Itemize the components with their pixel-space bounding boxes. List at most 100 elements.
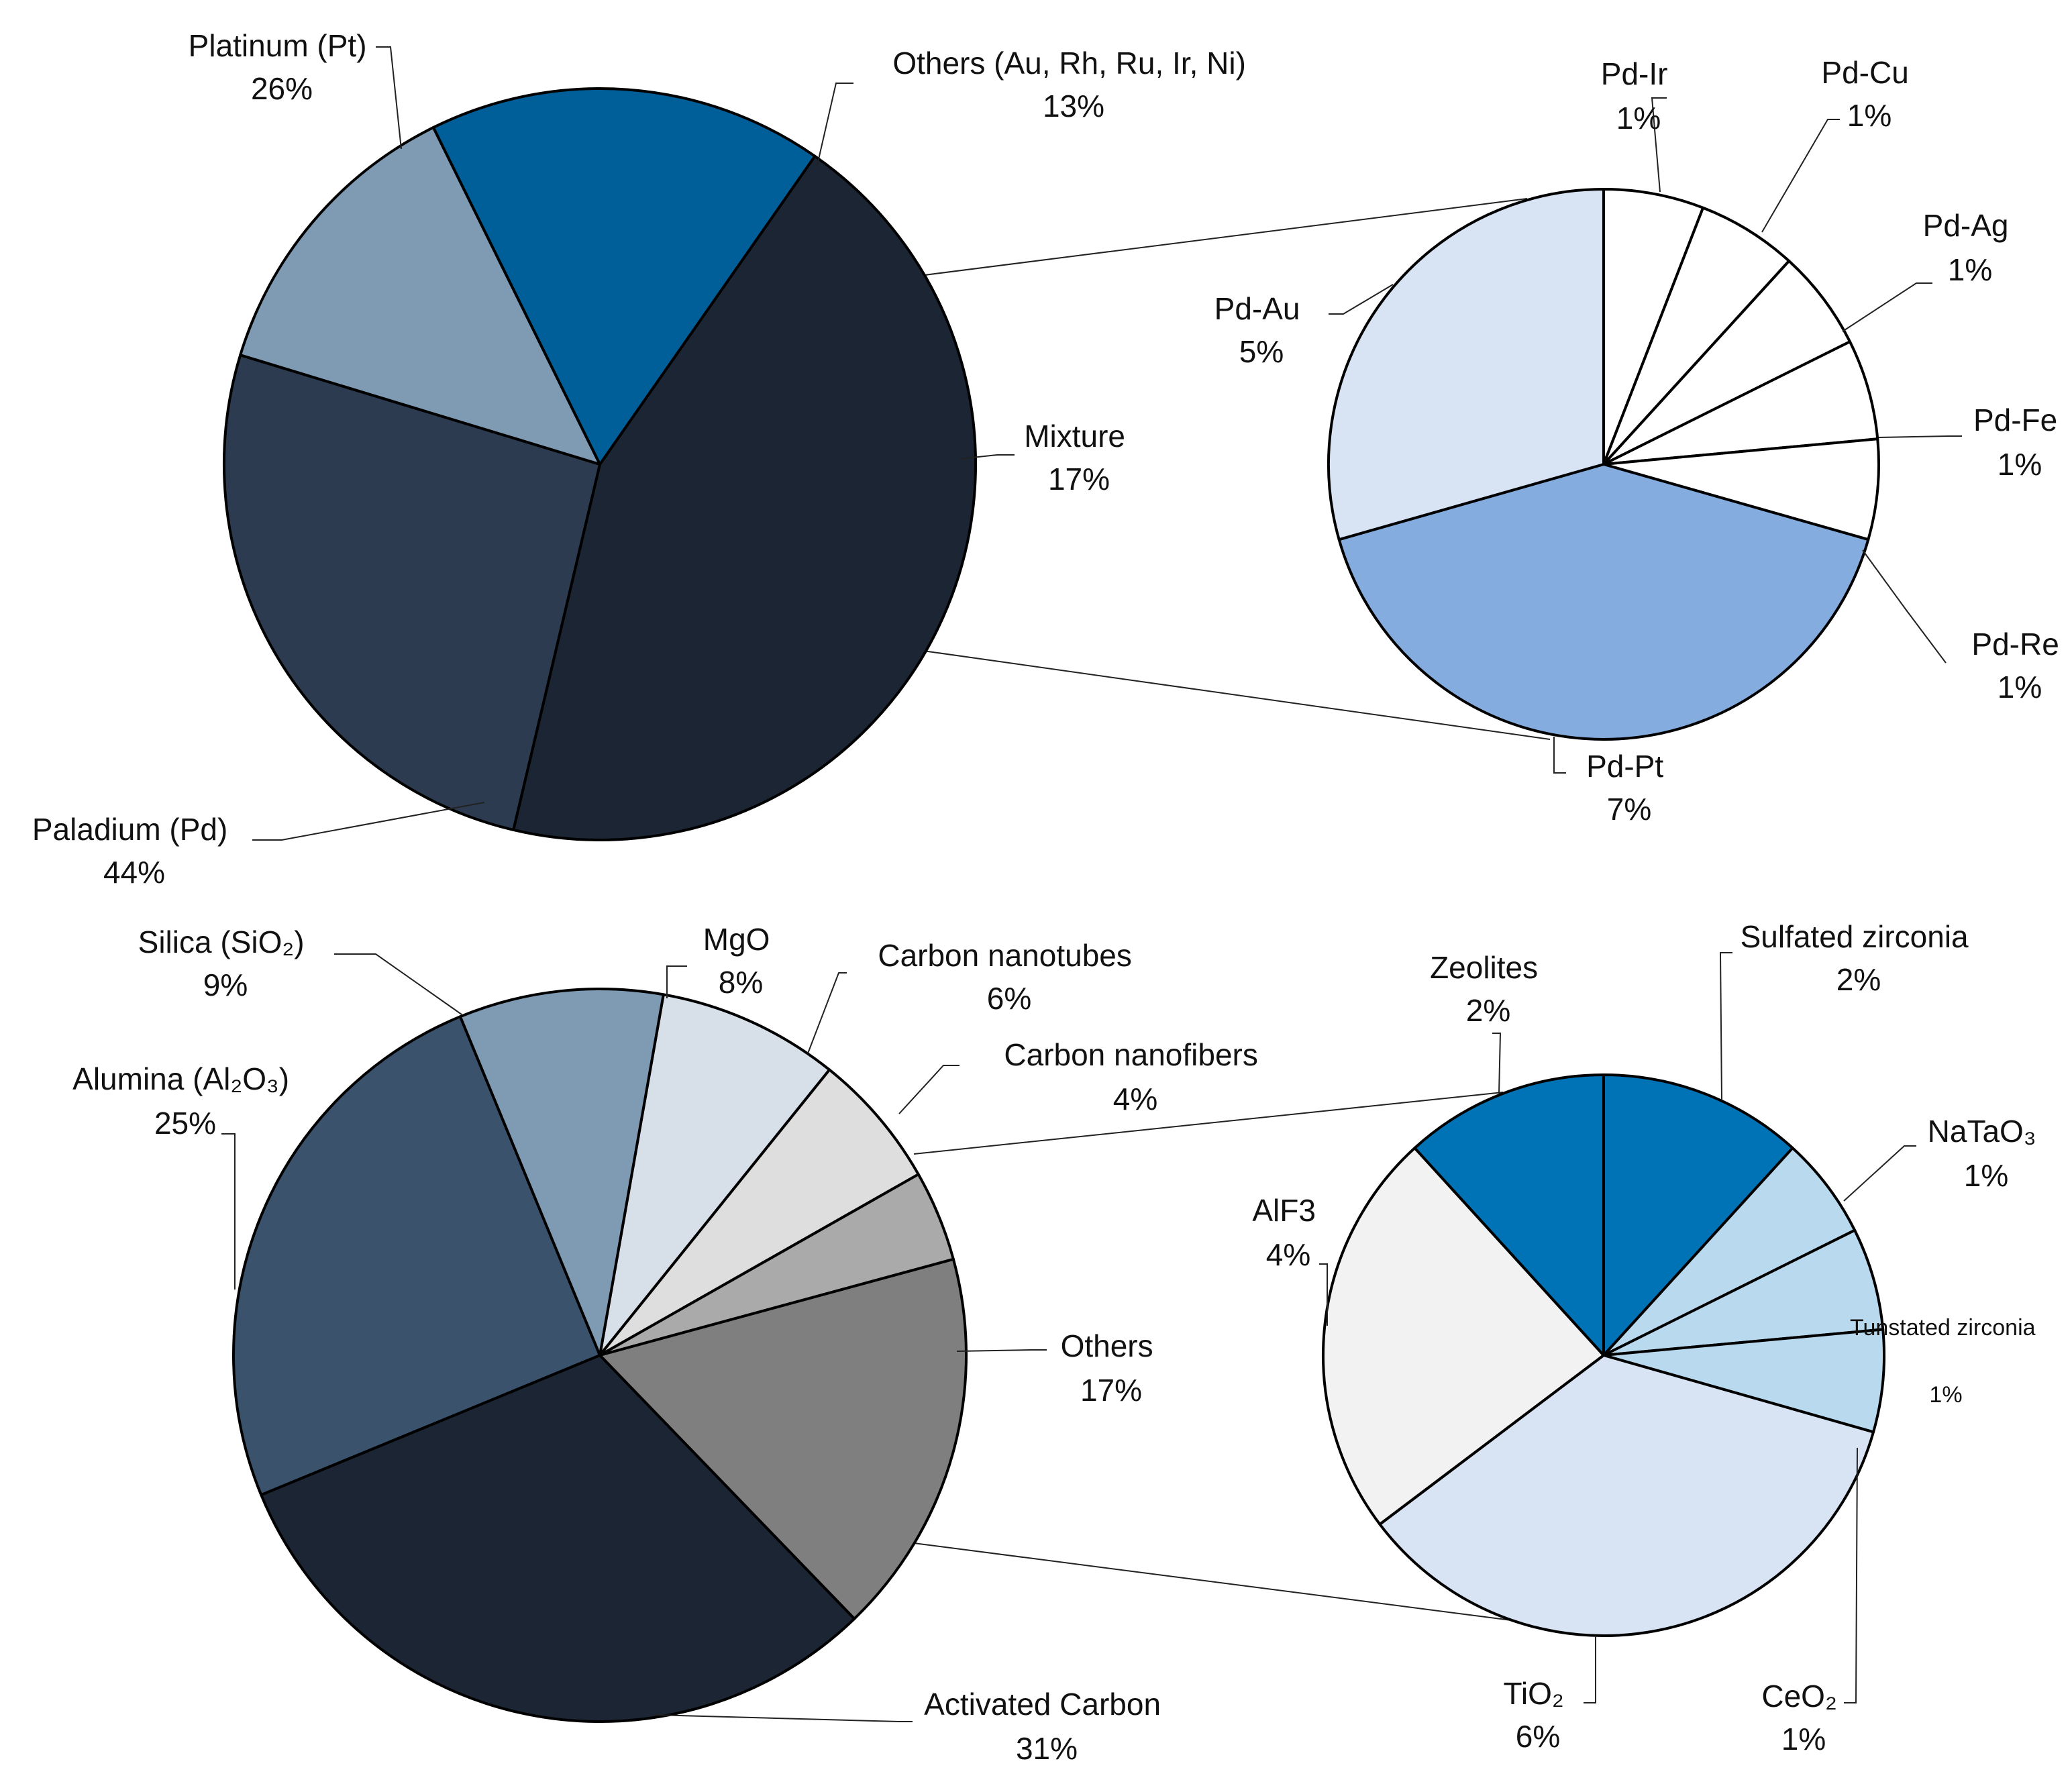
leader-line	[898, 1065, 960, 1114]
slice-metals-mixture	[431, 87, 817, 466]
label-platinum: Platinum (Pt) 26%	[189, 28, 376, 106]
label-sulfated-zirconia-name: Sulfated zirconia	[1741, 919, 1969, 954]
label-pd-re-value: 1%	[1998, 670, 2042, 704]
label-silica-name: Silica (SiO₂)	[138, 925, 305, 959]
label-alf3-name: AlF3	[1252, 1193, 1316, 1228]
pie-supports	[232, 987, 968, 1723]
leader-line	[807, 972, 847, 1054]
label-ceo2-name: CeO₂	[1761, 1679, 1836, 1714]
pie-mixtures	[1327, 188, 1880, 741]
label-pd-fe: Pd-Fe 1%	[1973, 403, 2066, 482]
leader-line	[666, 965, 687, 998]
leader-line	[1329, 284, 1394, 315]
label-carbon-nanofibers-name: Carbon nanofibers	[1004, 1037, 1257, 1072]
label-pd-ag: Pd-Ag 1%	[1923, 208, 2018, 287]
label-carbon-nanofibers: Carbon nanofibers 4%	[1004, 1037, 1266, 1116]
connector-lines	[913, 198, 1551, 1622]
label-silica: Silica (SiO₂) 9%	[138, 925, 313, 1002]
label-tunstated-zirconia-value: 1%	[1929, 1382, 1962, 1408]
leader-line	[376, 46, 402, 150]
leader-line	[221, 1133, 236, 1290]
label-carbon-nanofibers-value: 4%	[1113, 1082, 1157, 1116]
leader-line	[1553, 737, 1566, 774]
label-pd-au-name: Pd-Au	[1214, 291, 1300, 326]
slice-other-supports-natao	[1602, 1147, 1857, 1357]
label-activated-carbon: Activated Carbon 31%	[924, 1687, 1170, 1766]
label-pd-pt: Pd-Pt 7%	[1586, 749, 1672, 827]
leader-line	[334, 953, 462, 1015]
leader-line	[817, 83, 853, 166]
connector-line	[913, 1542, 1517, 1622]
label-alumina: Alumina (Al₂O₃) 25%	[72, 1061, 298, 1141]
leader-line	[1492, 1033, 1502, 1094]
slice-mixtures-pd-au	[1327, 188, 1605, 541]
slice-other-supports-alf3	[1322, 1147, 1605, 1526]
slice-mixtures-pd-cu	[1602, 206, 1791, 466]
label-pd-pt-name: Pd-Pt	[1586, 749, 1663, 784]
label-others-metals-value: 13%	[1043, 89, 1104, 123]
leader-line	[1843, 1145, 1916, 1202]
label-paladium-value: 44%	[103, 855, 165, 890]
label-silica-value: 9%	[203, 967, 248, 1002]
label-mgo-name: MgO	[703, 922, 770, 957]
label-platinum-value: 26%	[251, 71, 313, 106]
label-carbon-nanotubes-value: 6%	[987, 981, 1031, 1016]
label-zeolites: Zeolites 2%	[1430, 950, 1547, 1028]
label-sulfated-zirconia: Sulfated zirconia 2%	[1741, 919, 1977, 997]
connector-line	[913, 649, 1551, 740]
leader-line	[1878, 435, 1962, 438]
leader-line	[1319, 1263, 1328, 1326]
label-activated-carbon-value: 31%	[1016, 1731, 1078, 1766]
slice-supports-activated-carbon	[260, 1354, 856, 1723]
slice-supports-mgo	[599, 993, 831, 1357]
slice-metals-platinum-pt	[223, 354, 601, 831]
labels-mixtures: Pd-Ir 1% Pd-Cu 1% Pd-Ag 1% Pd-Fe 1% Pd-R…	[1214, 55, 2067, 827]
label-others-supports-name: Others	[1061, 1328, 1153, 1363]
leader-line	[956, 1349, 1047, 1352]
label-pd-cu: Pd-Cu 1%	[1821, 55, 1917, 133]
slice-other-supports-sulfated-zirconia	[1602, 1073, 1794, 1357]
leader-line	[1761, 119, 1840, 233]
label-pd-ag-name: Pd-Ag	[1923, 208, 2009, 243]
slice-mixtures-pd-ag	[1602, 260, 1852, 466]
slice-mixtures-pd-fe	[1602, 340, 1879, 466]
label-zeolites-value: 2%	[1466, 993, 1510, 1028]
label-alf3: AlF3 4%	[1252, 1193, 1324, 1272]
label-others-supports-value: 17%	[1080, 1373, 1142, 1408]
label-pd-ir-name: Pd-Ir	[1601, 56, 1668, 91]
leader-line	[1584, 1636, 1596, 1703]
label-alumina-name: Alumina (Al₂O₃)	[72, 1061, 289, 1096]
label-pd-ag-value: 1%	[1948, 252, 1992, 287]
slice-supports-silica-sio	[458, 987, 665, 1357]
leader-line	[252, 802, 485, 841]
label-tio2-value: 6%	[1516, 1719, 1560, 1754]
label-tio2-name: TiO₂	[1503, 1676, 1563, 1711]
slice-mixtures-pd-pt	[1337, 463, 1870, 741]
label-pd-cu-name: Pd-Cu	[1821, 55, 1908, 90]
slice-other-supports-tunstated-zirconia	[1602, 1228, 1885, 1357]
slice-other-supports-tio	[1378, 1354, 1875, 1637]
label-pd-fe-value: 1%	[1998, 447, 2042, 482]
leader-line	[959, 454, 1015, 460]
label-pd-fe-name: Pd-Fe	[1973, 403, 2057, 437]
slice-supports-carbon-nanotubes	[599, 1068, 920, 1357]
label-pd-pt-value: 7%	[1607, 792, 1651, 827]
slice-mixtures-pd-re	[1602, 437, 1880, 541]
label-natao3-value: 1%	[1964, 1158, 2008, 1193]
label-others-metals-name: Others (Au, Rh, Ru, Ir, Ni)	[892, 46, 1246, 81]
leader-line	[1842, 282, 1932, 332]
label-sulfated-zirconia-value: 2%	[1836, 962, 1881, 997]
label-activated-carbon-name: Activated Carbon	[924, 1687, 1161, 1722]
label-mgo: MgO 8%	[703, 922, 778, 1000]
slice-other-supports-zeolites	[1413, 1073, 1605, 1357]
label-others-supports: Others 17%	[1061, 1328, 1162, 1408]
label-ceo2-value: 1%	[1781, 1722, 1826, 1756]
label-mixture-name: Mixture	[1024, 419, 1125, 454]
label-pd-re: Pd-Re 1%	[1971, 627, 2067, 704]
connector-line	[913, 1092, 1504, 1155]
label-paladium-name: Paladium (Pd)	[32, 812, 227, 847]
labels-metals: Platinum (Pt) 26% Others (Au, Rh, Ru, Ir…	[32, 28, 1246, 890]
leader-line	[653, 1714, 913, 1722]
label-zeolites-name: Zeolites	[1430, 950, 1538, 985]
